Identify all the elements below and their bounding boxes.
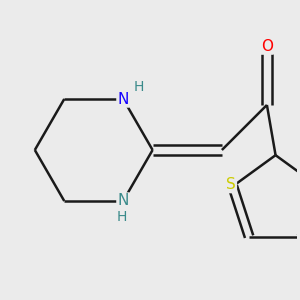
Text: N: N <box>118 92 129 106</box>
Text: O: O <box>261 39 273 54</box>
Text: H: H <box>134 80 144 94</box>
Text: S: S <box>226 177 236 192</box>
Text: N: N <box>118 194 129 208</box>
Text: H: H <box>117 210 128 224</box>
